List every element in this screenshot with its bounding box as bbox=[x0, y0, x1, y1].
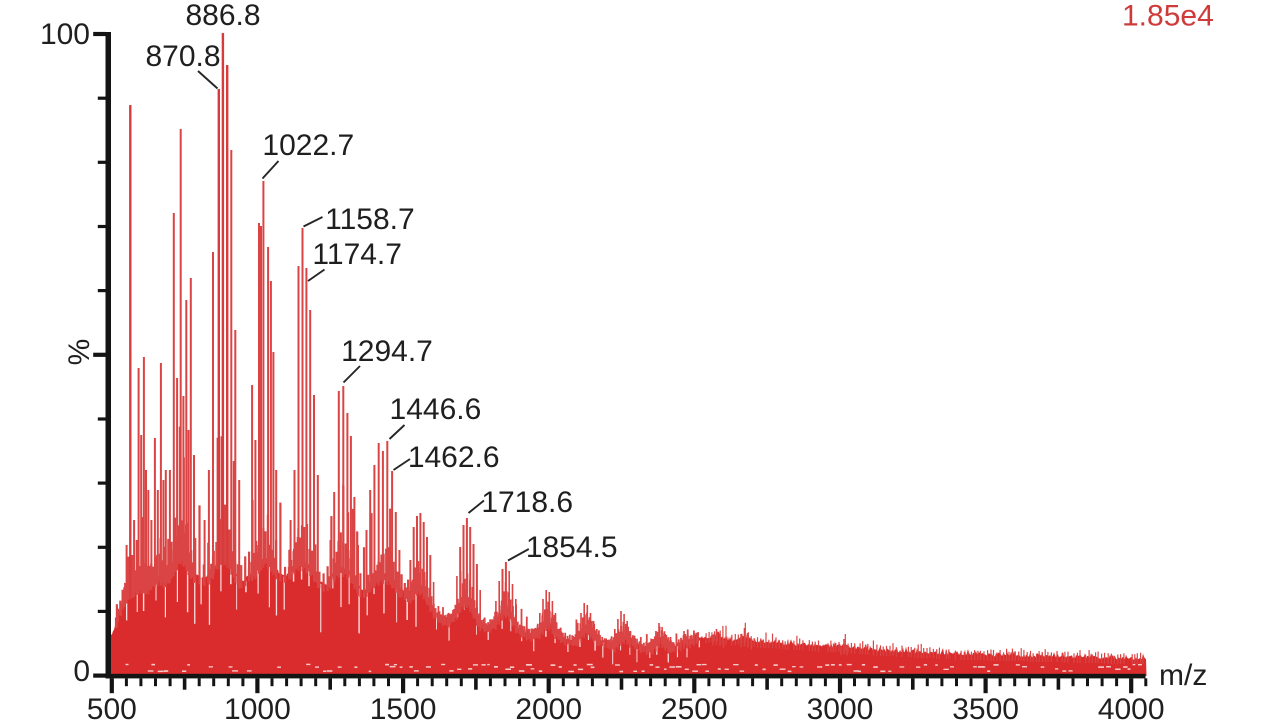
svg-text:100: 100 bbox=[40, 18, 90, 51]
svg-text:m/z: m/z bbox=[1159, 659, 1207, 692]
svg-text:870.8: 870.8 bbox=[145, 40, 220, 73]
svg-text:1174.7: 1174.7 bbox=[312, 238, 402, 271]
svg-text:1500: 1500 bbox=[370, 693, 437, 726]
svg-text:3500: 3500 bbox=[952, 693, 1019, 726]
svg-text:886.8: 886.8 bbox=[185, 0, 260, 32]
svg-text:1158.7: 1158.7 bbox=[325, 203, 415, 236]
svg-text:1000: 1000 bbox=[224, 693, 291, 726]
svg-text:1446.6: 1446.6 bbox=[390, 393, 482, 426]
svg-text:1718.6: 1718.6 bbox=[481, 486, 573, 519]
svg-text:1294.7: 1294.7 bbox=[341, 335, 433, 368]
svg-text:%: % bbox=[63, 339, 96, 366]
svg-text:500: 500 bbox=[87, 693, 137, 726]
svg-text:3000: 3000 bbox=[807, 693, 874, 726]
svg-text:1022.7: 1022.7 bbox=[262, 129, 354, 162]
svg-text:4000: 4000 bbox=[1098, 693, 1165, 726]
svg-text:2500: 2500 bbox=[661, 693, 728, 726]
svg-text:0: 0 bbox=[73, 655, 90, 688]
svg-text:1854.5: 1854.5 bbox=[526, 531, 618, 564]
svg-text:1462.6: 1462.6 bbox=[408, 441, 500, 474]
svg-text:1.85e4: 1.85e4 bbox=[1122, 0, 1214, 33]
svg-text:2000: 2000 bbox=[515, 693, 582, 726]
